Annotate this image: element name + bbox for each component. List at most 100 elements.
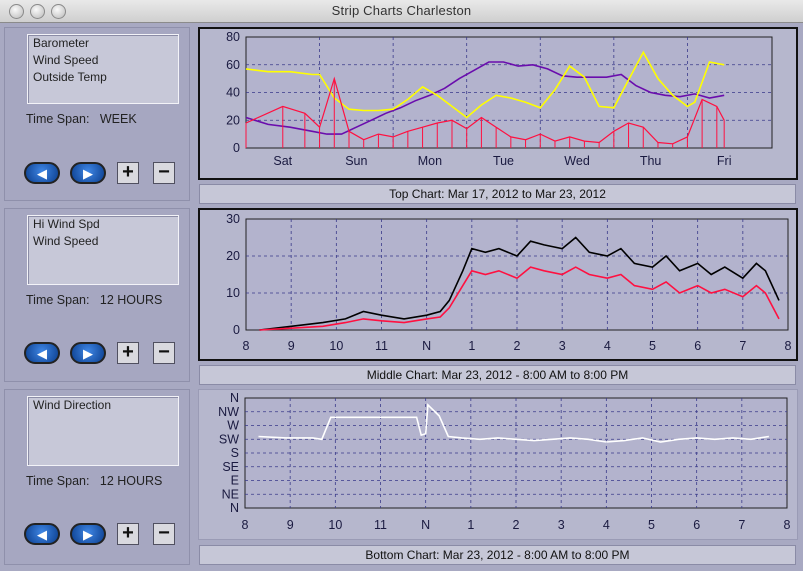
scroll-back-button[interactable]: ◀ <box>24 342 60 364</box>
bottom-chart-caption: Bottom Chart: Mar 23, 2012 - 8:00 AM to … <box>199 545 796 565</box>
x-tick-label: 4 <box>603 518 610 532</box>
x-tick-label: 3 <box>559 339 566 353</box>
scroll-forward-button[interactable]: ▶ <box>70 162 106 184</box>
series-line-wind-speed <box>259 266 780 331</box>
x-tick-label: 3 <box>558 518 565 532</box>
y-tick-label: N <box>230 501 239 515</box>
y-tick-label: SW <box>219 432 239 446</box>
middle-chart-caption: Middle Chart: Mar 23, 2012 - 8:00 AM to … <box>199 365 796 385</box>
time-span-label: Time Span: <box>26 112 90 126</box>
x-tick-label: N <box>422 339 431 353</box>
zoom-in-button[interactable]: + <box>117 342 139 364</box>
middle-chart-frame[interactable]: 30 20 10 0 8 9 10 11 N 1 2 3 4 5 6 7 8 <box>198 208 798 361</box>
x-tick-label: 5 <box>649 339 656 353</box>
close-window-button[interactable] <box>9 4 24 19</box>
right-arrow-icon: ▶ <box>83 526 93 542</box>
top-chart-caption: Top Chart: Mar 17, 2012 to Mar 23, 2012 <box>199 184 796 204</box>
x-tick-label: Wed <box>564 154 590 168</box>
x-tick-label: 8 <box>785 339 792 353</box>
x-tick-label: 7 <box>738 518 745 532</box>
series-list-item[interactable]: Barometer <box>33 36 90 50</box>
series-list-item[interactable]: Outside Temp <box>33 70 107 84</box>
x-tick-label: 6 <box>693 518 700 532</box>
x-tick-label: 4 <box>604 339 611 353</box>
time-span-value: WEEK <box>99 112 137 126</box>
zoom-out-button[interactable]: − <box>153 162 175 184</box>
scroll-back-button[interactable]: ◀ <box>24 162 60 184</box>
y-tick-label: 40 <box>226 86 240 100</box>
series-line-hi-wind-spd <box>259 236 780 331</box>
time-span-value: 12 HOURS <box>99 474 163 488</box>
y-tick-label: 0 <box>233 141 240 155</box>
x-tick-label: 5 <box>648 518 655 532</box>
zoom-in-button[interactable]: + <box>117 523 139 545</box>
x-tick-label: 1 <box>467 518 474 532</box>
left-arrow-icon: ◀ <box>37 165 47 181</box>
x-tick-label: Sun <box>345 154 367 168</box>
top-chart: 80 60 40 20 0 Sat Sun Mon Tue Wed Thu Fri <box>226 30 773 168</box>
y-tick-label: 20 <box>226 249 240 263</box>
y-tick-label: 10 <box>226 286 240 300</box>
y-tick-label: S <box>231 446 239 460</box>
y-tick-label: NW <box>218 405 239 419</box>
y-tick-label: 20 <box>226 113 240 127</box>
scroll-back-button[interactable]: ◀ <box>24 523 60 545</box>
x-tick-label: 7 <box>739 339 746 353</box>
scroll-forward-button[interactable]: ▶ <box>70 342 106 364</box>
x-tick-label: 11 <box>374 518 387 532</box>
bottom-series-list[interactable]: Wind Direction <box>27 396 179 466</box>
x-tick-label: Fri <box>717 154 732 168</box>
y-tick-label: W <box>227 419 239 433</box>
bottom-chart-frame[interactable]: N NW W SW S SE E NE N 8 9 10 11 N 1 2 3 4 5 6 7 8 <box>198 389 798 540</box>
time-span-row: Time Span: WEEK <box>26 112 137 126</box>
x-tick-label: 11 <box>375 339 388 353</box>
x-tick-label: 2 <box>514 339 521 353</box>
series-list-item[interactable]: Wind Direction <box>33 398 112 412</box>
x-tick-label: Tue <box>493 154 514 168</box>
series-list-item[interactable]: Wind Speed <box>33 234 99 248</box>
scroll-forward-button[interactable]: ▶ <box>70 523 106 545</box>
x-tick-label: Sat <box>273 154 292 168</box>
time-span-row: Time Span: 12 HOURS <box>26 293 162 307</box>
zoom-window-button[interactable] <box>51 4 66 19</box>
y-tick-label: SE <box>222 460 239 474</box>
time-span-label: Time Span: <box>26 474 90 488</box>
zoom-out-button[interactable]: − <box>153 342 175 364</box>
x-tick-label: 2 <box>513 518 520 532</box>
x-tick-label: Mon <box>418 154 442 168</box>
middle-series-list[interactable]: Hi Wind Spd Wind Speed <box>27 215 179 285</box>
x-tick-label: 8 <box>784 518 791 532</box>
x-tick-label: N <box>421 518 430 532</box>
top-series-list[interactable]: Barometer Wind Speed Outside Temp <box>27 34 179 104</box>
left-arrow-icon: ◀ <box>37 345 47 361</box>
window-title: Strip Charts Charleston <box>331 3 472 18</box>
right-arrow-icon: ▶ <box>83 345 93 361</box>
time-span-value: 12 HOURS <box>99 293 163 307</box>
top-chart-frame[interactable]: 80 60 40 20 0 Sat Sun Mon Tue Wed Thu Fri <box>198 27 798 180</box>
series-list-item[interactable]: Wind Speed <box>33 53 99 67</box>
right-arrow-icon: ▶ <box>83 165 93 181</box>
minimize-window-button[interactable] <box>30 4 45 19</box>
y-tick-label: E <box>231 474 239 488</box>
y-tick-label: 0 <box>233 323 240 337</box>
title-bar: Strip Charts Charleston <box>0 0 803 23</box>
y-tick-label: NE <box>222 487 239 501</box>
series-list-item[interactable]: Hi Wind Spd <box>33 217 100 231</box>
x-tick-label: 9 <box>287 518 294 532</box>
y-tick-label: 80 <box>226 30 240 44</box>
x-tick-label: 10 <box>328 518 342 532</box>
zoom-out-button[interactable]: − <box>153 523 175 545</box>
series-line-barometer <box>245 61 725 135</box>
zoom-in-button[interactable]: + <box>117 162 139 184</box>
x-tick-label: 10 <box>329 339 343 353</box>
series-line-wind-speed <box>245 76 725 145</box>
series-line-wind-direction <box>258 403 770 443</box>
series-line-outside-temp <box>245 50 725 119</box>
x-tick-label: 9 <box>288 339 295 353</box>
x-tick-label: 6 <box>694 339 701 353</box>
y-tick-label: 30 <box>226 212 240 226</box>
y-tick-label: 60 <box>226 58 240 72</box>
